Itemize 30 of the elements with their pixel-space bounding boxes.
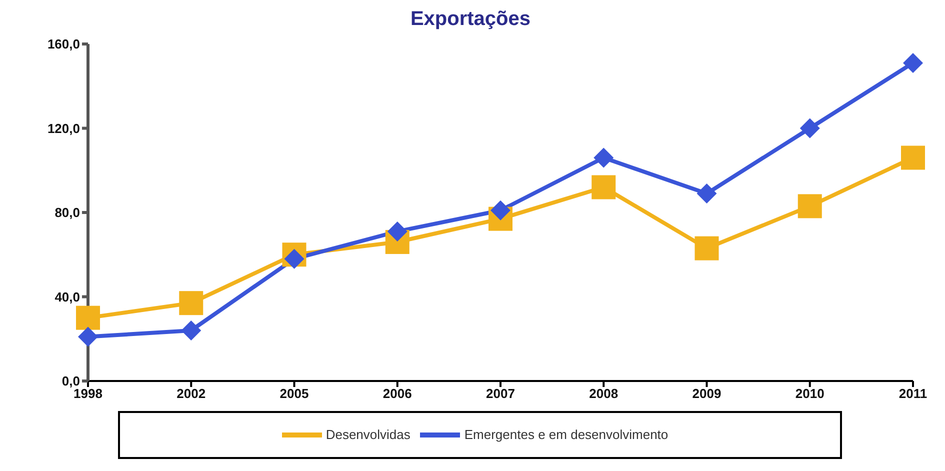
x-tick-label: 2006 <box>382 386 412 402</box>
point <box>592 175 616 200</box>
x-tick-label: 2002 <box>176 386 206 402</box>
point <box>594 148 614 168</box>
legend-label: Desenvolvidas <box>326 427 410 442</box>
point <box>800 118 820 138</box>
y-tick-label: 120,0 <box>47 120 80 136</box>
point <box>387 221 408 242</box>
x-tick-label: 2011 <box>898 386 928 402</box>
y-tick-label: 40,0 <box>54 289 80 304</box>
x-tick-label: 1998 <box>74 386 102 402</box>
y-tick-label: 0,0 <box>62 374 80 389</box>
legend-label: Emergentes e em desenvolvimento <box>464 427 668 442</box>
y-tick-label: 80,0 <box>54 205 80 220</box>
point <box>181 320 202 340</box>
point <box>76 306 100 330</box>
point <box>901 146 925 170</box>
point <box>798 194 822 218</box>
point <box>179 291 204 316</box>
x-tick-label: 2010 <box>795 386 824 402</box>
x-tick-label: 2009 <box>692 386 722 402</box>
point <box>78 326 98 347</box>
y-tick-label: 160,0 <box>47 36 80 52</box>
point <box>903 52 923 73</box>
point <box>696 184 717 204</box>
x-tick-label: 2008 <box>589 386 618 402</box>
chart-title: Exportações <box>409 8 532 32</box>
x-tick-label: 2005 <box>280 386 309 402</box>
x-tick-label: 2007 <box>486 386 515 402</box>
point <box>694 236 719 260</box>
